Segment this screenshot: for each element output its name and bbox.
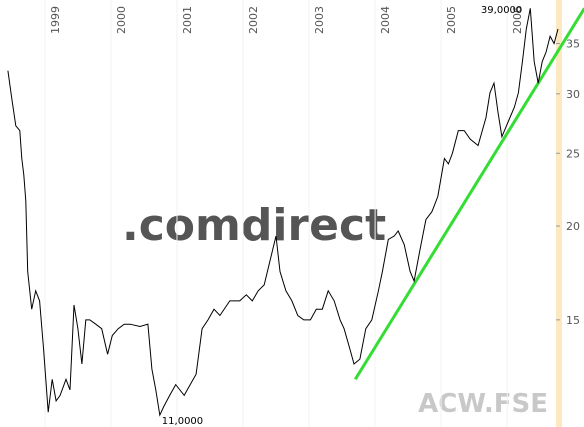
y-tick-label: 30	[566, 88, 580, 101]
x-tick-label: 2001	[181, 6, 194, 34]
trend-line	[354, 7, 584, 381]
x-tick-label: 2004	[379, 6, 392, 34]
max-label: 39,0000	[481, 5, 522, 16]
y-tick-label: 15	[566, 314, 580, 327]
y-tick-label: 25	[566, 147, 580, 160]
price-line	[7, 8, 559, 417]
x-tick-label: 2003	[313, 6, 326, 34]
x-tick-label: 1999	[49, 6, 62, 34]
watermark: .comdirect	[122, 200, 386, 251]
y-tick-label: 20	[566, 220, 580, 233]
right-band	[556, 0, 562, 427]
min-label: 11,0000	[162, 416, 203, 427]
symbol: ACW.FSE	[418, 389, 548, 419]
x-tick-label: 2006	[511, 6, 524, 34]
x-tick-label: 2002	[247, 6, 260, 34]
y-tick-label: 35	[566, 38, 580, 51]
x-tick-label: 2000	[115, 6, 128, 34]
x-tick-label: 2005	[445, 6, 458, 34]
